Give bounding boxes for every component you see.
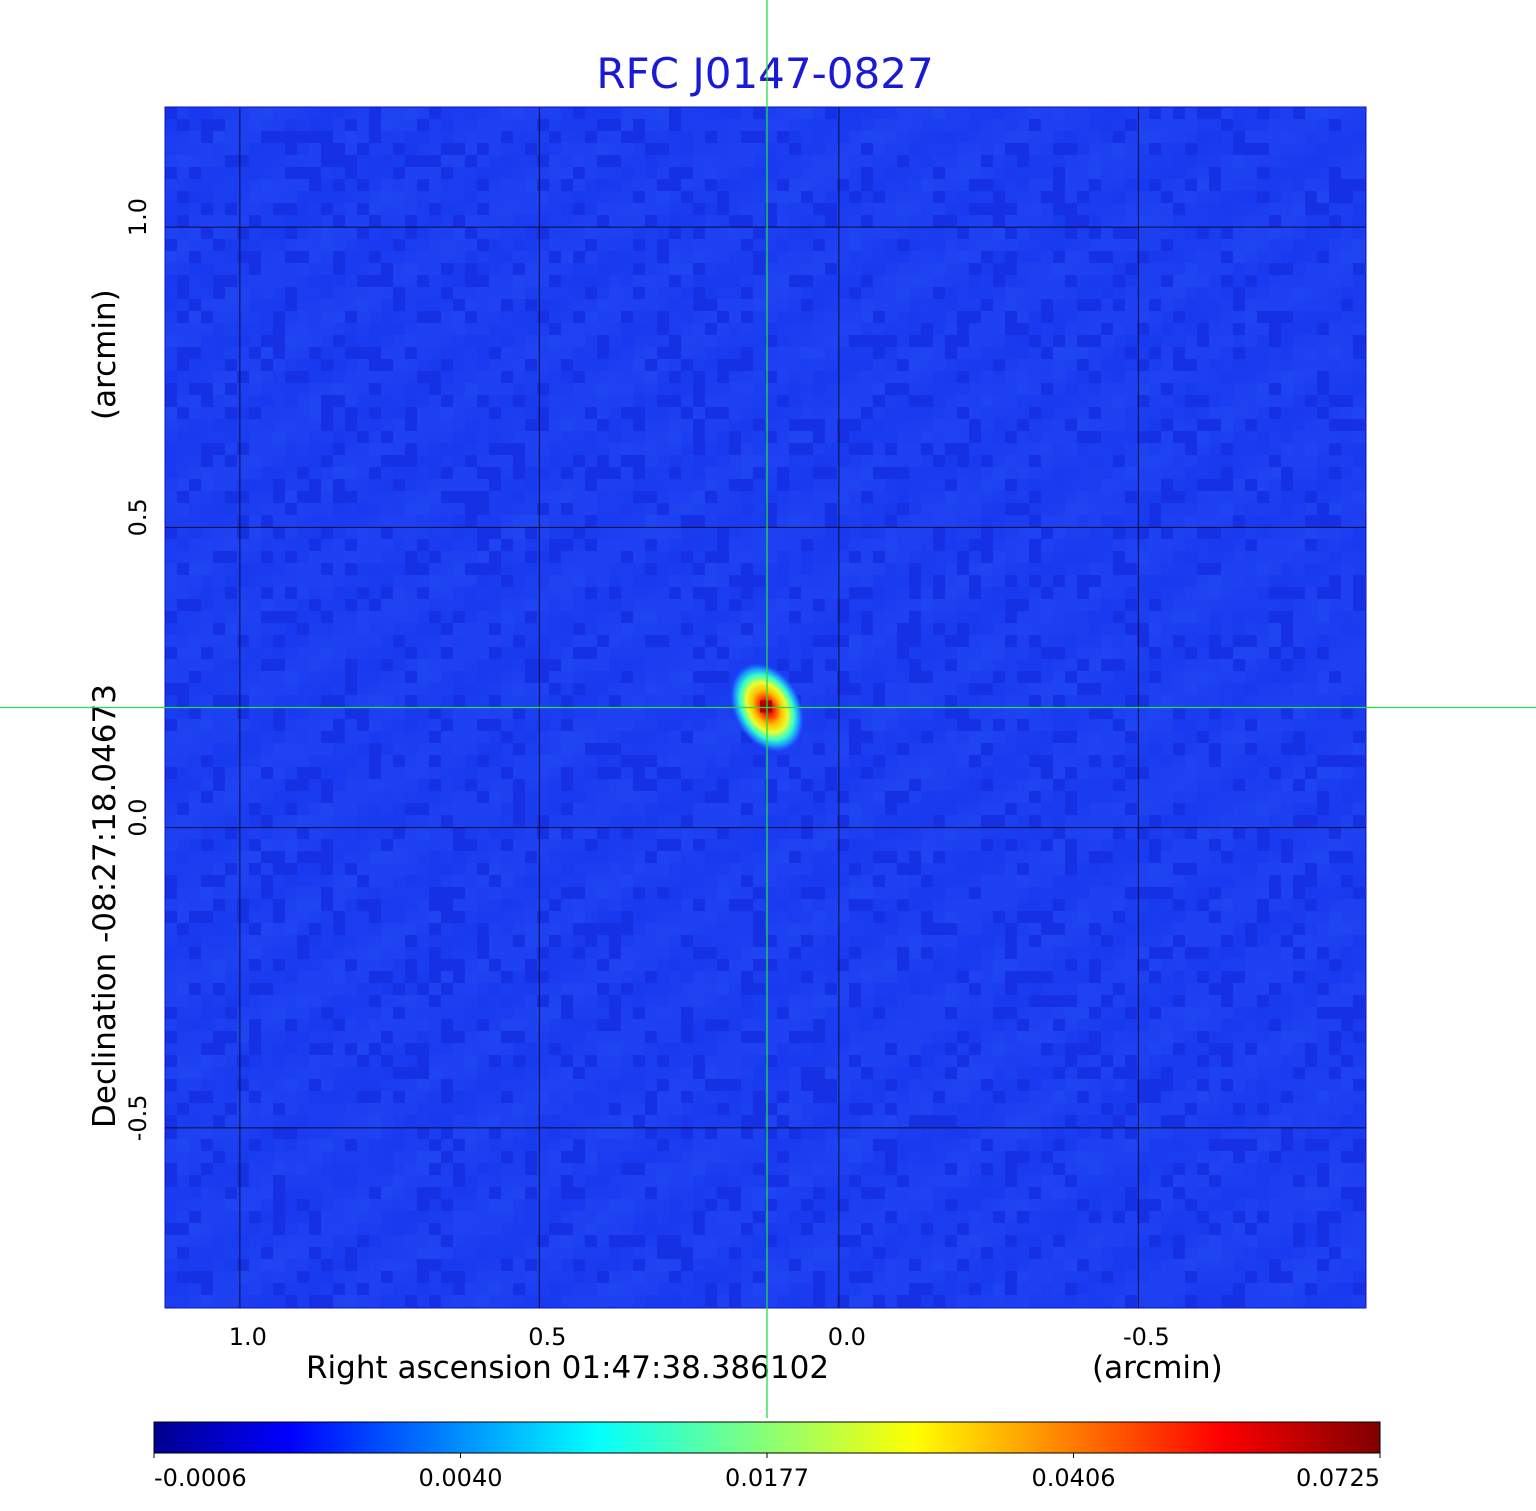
chart-title: RFC J0147-0827	[596, 49, 933, 98]
x-axis-label: Right ascension 01:47:38.386102	[306, 1350, 829, 1386]
y-tick-label: 0.0	[124, 799, 152, 837]
colorbar-tick-label: 0.0406	[1032, 1464, 1116, 1492]
colorbar-tick-labels: -0.0006 0.0040 0.0177 0.0406 0.0725	[153, 1453, 1381, 1492]
colorbar	[153, 1421, 1381, 1454]
colorbar-tick-label: -0.0006	[154, 1464, 247, 1492]
source-peak-pixel	[759, 700, 772, 713]
y-axis-label: Declination -08:27:18.04673	[87, 684, 123, 1128]
colorbar-tick-label: 0.0177	[725, 1464, 809, 1492]
x-tick-label: 1.0	[229, 1323, 267, 1351]
x-axis-unit: (arcmin)	[1092, 1350, 1223, 1386]
plot-area	[165, 107, 1366, 1308]
x-tick-labels: 1.0 0.5 0.0 -0.5	[229, 1323, 1170, 1351]
x-tick-label: 0.0	[828, 1323, 866, 1351]
x-tick-label: 0.5	[528, 1323, 566, 1351]
y-tick-labels: 1.0 0.5 0.0 -0.5	[124, 198, 152, 1141]
y-tick-label: -0.5	[124, 1094, 152, 1141]
noise-texture	[165, 107, 1366, 1308]
colorbar-tick-label: 0.0040	[419, 1464, 503, 1492]
x-tick-label: -0.5	[1123, 1323, 1170, 1351]
y-tick-label: 1.0	[124, 198, 152, 236]
y-axis-unit: (arcmin)	[87, 289, 123, 420]
y-tick-label: 0.5	[124, 498, 152, 536]
colorbar-tick-label: 0.0725	[1296, 1464, 1380, 1492]
